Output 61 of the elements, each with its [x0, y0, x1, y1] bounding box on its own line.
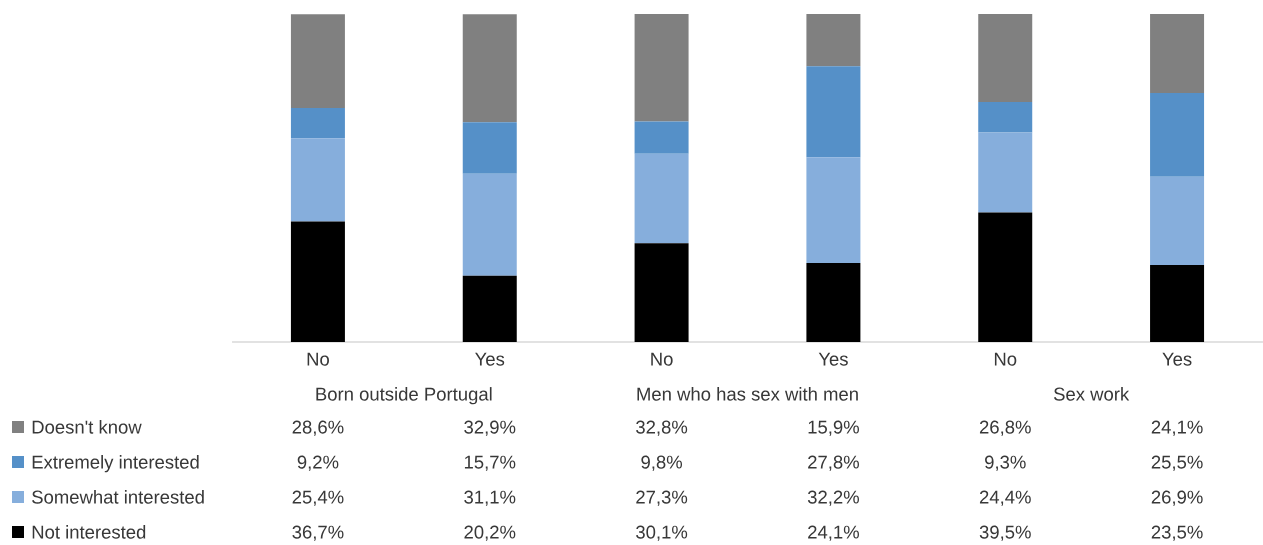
- legend-label: Extremely interested: [32, 455, 199, 473]
- bar: [290, 14, 345, 109]
- x-tick-label: No: [651, 352, 673, 366]
- bar: [806, 157, 861, 263]
- data-label: 23,5%: [1151, 525, 1203, 541]
- bar: [806, 66, 861, 158]
- legend-label: Doesn't know: [32, 420, 142, 434]
- data-label: 28,6%: [292, 420, 344, 436]
- legend-label: Somewhat interested: [32, 490, 204, 504]
- x-tick-label: Yes: [1162, 352, 1192, 366]
- bar: [634, 13, 689, 122]
- text: Sex work: [1053, 387, 1130, 401]
- bar: [634, 243, 689, 342]
- data-label: 9,2%: [297, 455, 339, 471]
- bar: [1150, 13, 1205, 94]
- text: Born outside Portugal: [316, 387, 492, 405]
- bar: [806, 262, 861, 342]
- bar: [462, 173, 517, 276]
- bar: [290, 221, 345, 342]
- x-tick-label: No: [994, 352, 1017, 366]
- data-label: 9,3%: [985, 455, 1026, 471]
- bar: [462, 122, 517, 174]
- bar: [978, 101, 1033, 133]
- bar: [978, 132, 1033, 213]
- bar: [1150, 176, 1205, 265]
- data-label: 26,8%: [979, 420, 1031, 436]
- data-label: 15,9%: [808, 420, 859, 436]
- bar: [462, 14, 517, 123]
- data-label: 24,1%: [1151, 420, 1203, 436]
- data-label: 24,1%: [808, 525, 859, 541]
- data-label: 27,8%: [808, 455, 859, 471]
- data-label: 39,5%: [979, 525, 1031, 541]
- data-label: 15,7%: [464, 455, 516, 471]
- bar: [290, 108, 345, 139]
- bar: [978, 212, 1033, 342]
- bar: [462, 275, 517, 342]
- text: Men who has sex with men: [637, 387, 858, 401]
- data-label: 25,4%: [292, 490, 344, 506]
- data-label: 20,2%: [464, 525, 516, 541]
- data-label: 24,4%: [979, 490, 1031, 506]
- data-label: 31,1%: [464, 490, 516, 506]
- data-label: 25,5%: [1151, 455, 1203, 471]
- data-label: 9,8%: [641, 455, 683, 471]
- data-label: 32,2%: [807, 490, 859, 506]
- bar: [978, 13, 1033, 102]
- bar: [634, 121, 689, 154]
- bar: [1150, 93, 1205, 177]
- x-tick-label: No: [307, 352, 329, 366]
- bar: [290, 138, 345, 222]
- x-tick-label: Yes: [818, 352, 848, 366]
- bar: [1150, 264, 1205, 342]
- data-label: 26,9%: [1151, 490, 1203, 506]
- data-label: 30,1%: [636, 525, 688, 541]
- data-label: 36,7%: [292, 525, 344, 541]
- data-label: 27,3%: [636, 490, 688, 506]
- bar: [634, 153, 689, 244]
- bar: [806, 13, 861, 67]
- legend-label: Not interested: [32, 525, 146, 539]
- data-label: 32,9%: [464, 420, 516, 436]
- data-label: 32,8%: [636, 420, 688, 436]
- x-tick-label: Yes: [475, 352, 505, 366]
